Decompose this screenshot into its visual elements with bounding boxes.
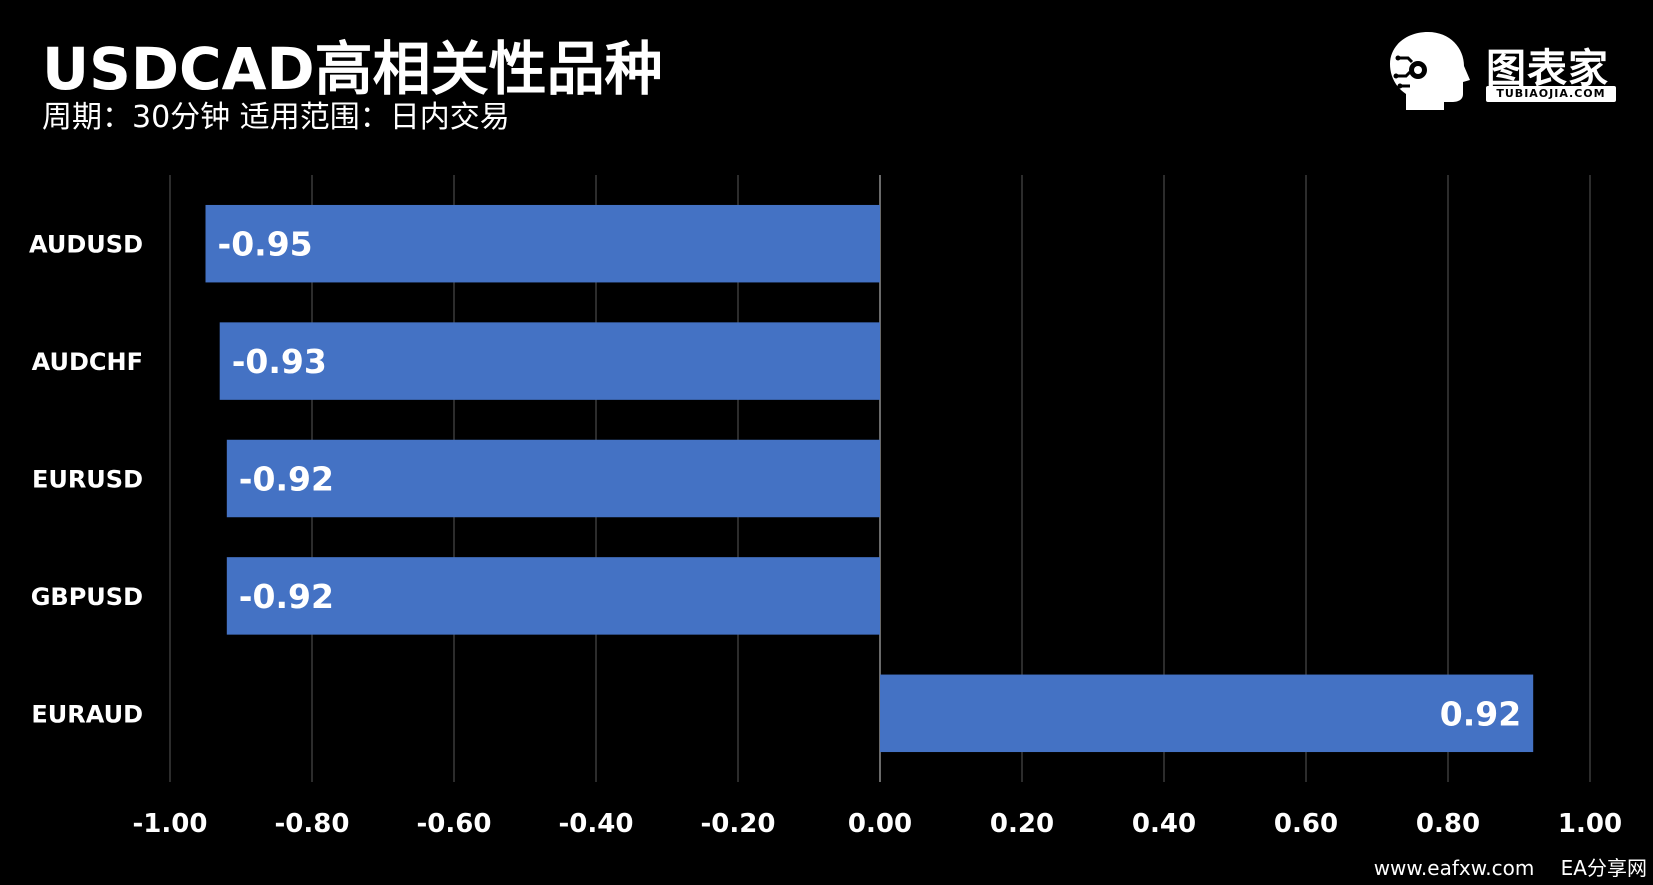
bar xyxy=(205,204,880,283)
brand-logo: 图表家 TUBIAOJIA.COM xyxy=(1388,28,1628,112)
x-tick-label: 0.80 xyxy=(1416,809,1480,839)
data-label: -0.95 xyxy=(218,225,313,264)
x-tick-label: 0.40 xyxy=(1132,809,1196,839)
data-label: 0.92 xyxy=(1440,694,1521,733)
data-label: -0.92 xyxy=(239,577,334,616)
logo-subtext: TUBIAOJIA.COM xyxy=(1486,86,1616,102)
category-label: AUDUSD xyxy=(29,231,143,259)
x-tick-label: -1.00 xyxy=(133,809,208,839)
bar xyxy=(226,439,881,518)
watermark-name: EA分享网 xyxy=(1560,856,1647,880)
x-tick-label: -0.20 xyxy=(701,809,776,839)
watermark: www.eafxw.com EA分享网 xyxy=(1354,852,1647,881)
category-label: EURAUD xyxy=(31,700,143,728)
x-tick-label: 0.60 xyxy=(1274,809,1338,839)
chart-title: USDCAD高相关性品种 xyxy=(42,35,663,103)
x-tick-label: -0.60 xyxy=(417,809,492,839)
bar xyxy=(880,674,1534,753)
x-tick-label: 1.00 xyxy=(1558,809,1622,839)
x-tick-label: -0.40 xyxy=(559,809,634,839)
bar xyxy=(219,322,880,400)
x-tick-label: 0.20 xyxy=(990,809,1054,839)
x-tick-label: -0.80 xyxy=(275,809,350,839)
category-label: GBPUSD xyxy=(31,583,143,611)
watermark-site: www.eafxw.com xyxy=(1373,856,1535,880)
logo-text: 图表家 xyxy=(1486,46,1609,92)
x-tick-label: 0.00 xyxy=(848,809,912,839)
bar xyxy=(226,557,881,635)
category-label: AUDCHF xyxy=(32,348,143,376)
data-label: -0.93 xyxy=(232,342,327,381)
robot-head-icon xyxy=(1390,32,1470,110)
chart-subtitle: 周期：30分钟 适用范围：日内交易 xyxy=(42,100,510,135)
category-label: EURUSD xyxy=(32,466,143,494)
data-label: -0.92 xyxy=(239,460,334,499)
